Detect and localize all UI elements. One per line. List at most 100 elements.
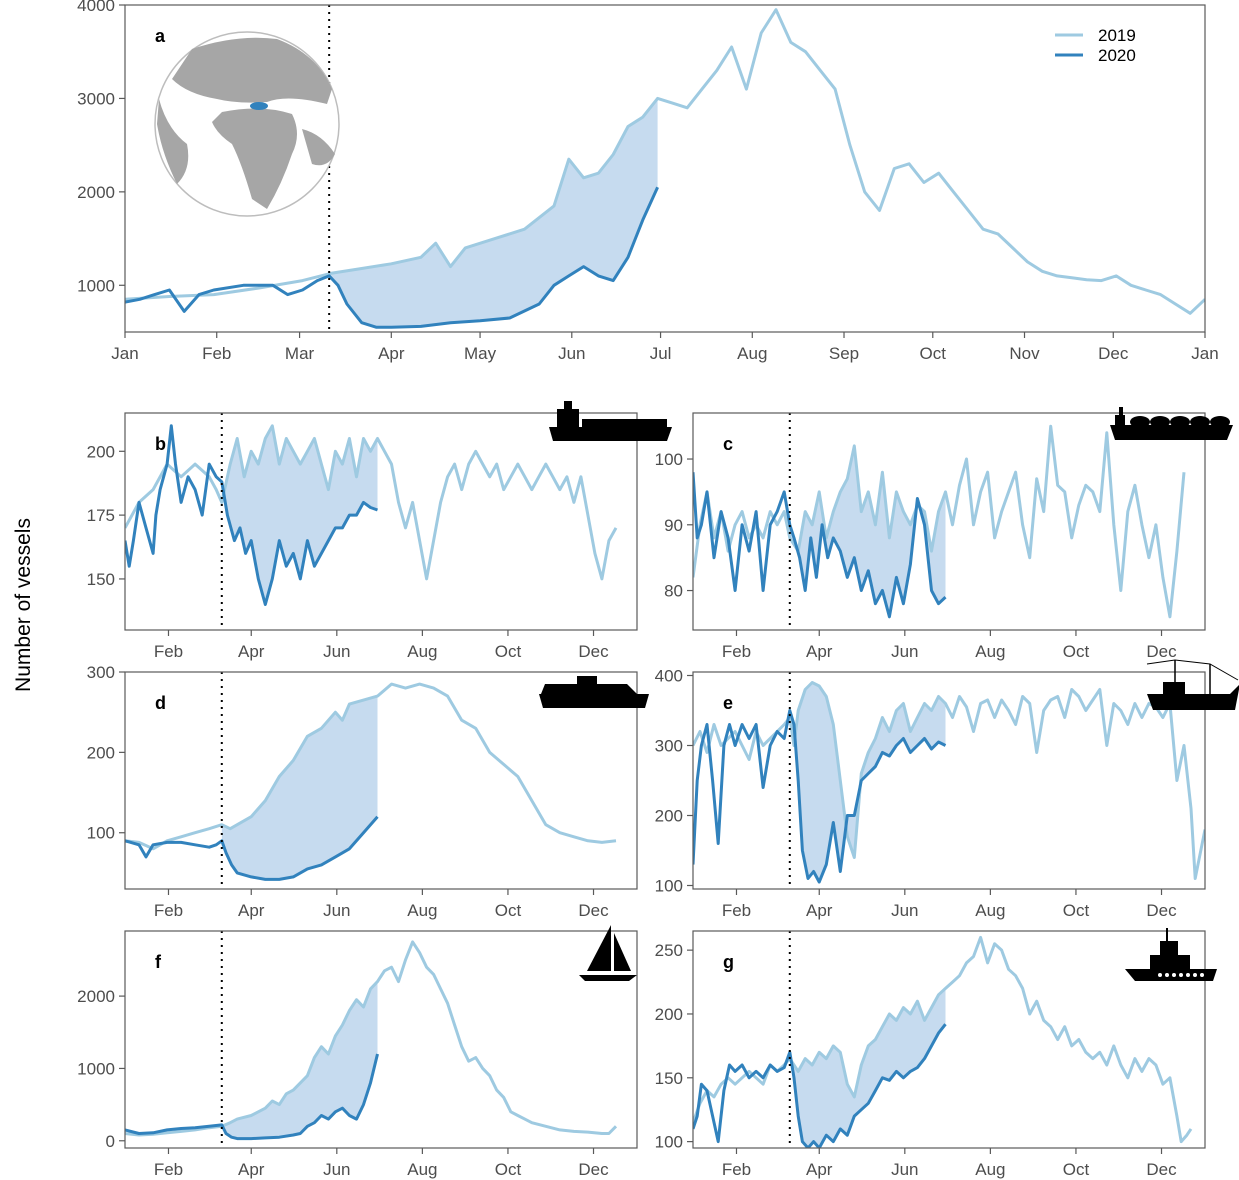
x-tick-label: Mar [285, 344, 315, 363]
x-tick-label: Jun [891, 642, 918, 661]
y-tick-label: 250 [655, 941, 683, 960]
difference-shading [789, 988, 946, 1148]
series-line-2020 [693, 709, 947, 884]
y-tick-label: 100 [87, 824, 115, 843]
x-tick-label: Apr [806, 1160, 833, 1179]
difference-shading [789, 445, 946, 617]
legend-label-2020: 2020 [1098, 46, 1136, 65]
series-line-2019 [125, 8, 1205, 315]
x-tick-label: Oct [1063, 1160, 1090, 1179]
tug-boat-icon [1125, 928, 1217, 981]
series-line-2020 [693, 472, 947, 619]
x-tick-label: Aug [407, 1160, 437, 1179]
x-tick-label: Jun [891, 1160, 918, 1179]
series-line-2019 [125, 424, 618, 581]
panel-label: b [155, 434, 166, 454]
x-tick-label: Feb [154, 901, 183, 920]
y-tick-label: 1000 [77, 276, 115, 295]
y-tick-label: 3000 [77, 89, 115, 108]
panel-label: a [155, 26, 166, 46]
panel-label: f [155, 952, 162, 972]
x-tick-label: Apr [806, 642, 833, 661]
series-line-2020 [125, 1053, 379, 1141]
panel-border [692, 412, 1206, 631]
y-tick-label: 200 [655, 807, 683, 826]
plot-area [125, 940, 618, 1141]
panels-group: Jan Feb Mar Apr May Jun Jul Aug Sep Oct Nov Dec Jan 1… [77, 0, 1239, 1179]
y-tick-label: 150 [655, 1069, 683, 1088]
x-tick-label: Aug [737, 344, 767, 363]
panel-b: Feb Apr Jun Aug Oct Dec 150 175 200 b [87, 401, 672, 661]
legend: 2019 2020 [1055, 26, 1136, 65]
x-tick-label: Oct [1063, 642, 1090, 661]
x-tick-label: Dec [1146, 1160, 1177, 1179]
series-line-2020 [125, 424, 379, 606]
panel-border [692, 671, 1206, 890]
x-tick-label: Dec [578, 642, 609, 661]
x-tick-label: Dec [1098, 344, 1129, 363]
difference-shading [221, 981, 378, 1139]
x-tick-label: Oct [920, 344, 947, 363]
panel-f: Feb Apr Jun Aug Oct Dec 0 1000 2000 f [77, 925, 638, 1179]
panel-border [692, 930, 1206, 1149]
x-tick-label: Jul [650, 344, 672, 363]
x-tick-label: Feb [154, 642, 183, 661]
x-tick-label: Oct [1063, 901, 1090, 920]
y-tick-label: 1000 [77, 1059, 115, 1078]
series-line-2019 [125, 940, 618, 1137]
panel-label: c [723, 434, 733, 454]
x-tick-label: Oct [495, 901, 522, 920]
difference-shading [789, 682, 946, 882]
panel-g: Feb Apr Jun Aug Oct Dec 100 150 200 250 g [655, 928, 1217, 1179]
x-tick-label: Apr [238, 642, 265, 661]
x-tick-label: Apr [238, 1160, 265, 1179]
x-tick-label: Dec [578, 1160, 609, 1179]
panel-border [124, 930, 638, 1149]
panel-d: Feb Apr Jun Aug Oct Dec 100 200 300 d [87, 663, 649, 920]
difference-shading [221, 696, 378, 880]
panel-border [124, 671, 638, 890]
plot-area [693, 681, 1205, 884]
y-tick-label: 4000 [77, 0, 115, 15]
x-tick-label: Oct [495, 642, 522, 661]
series-line-2019 [693, 424, 1186, 619]
panel-background [125, 413, 637, 630]
passenger-ship-icon [539, 676, 649, 708]
panel-label: d [155, 693, 166, 713]
y-tick-label: 0 [106, 1132, 115, 1151]
panel-background [693, 931, 1205, 1148]
x-tick-label: Feb [154, 1160, 183, 1179]
y-tick-label: 300 [87, 663, 115, 682]
y-tick-label: 175 [87, 506, 115, 525]
sailboat-icon [579, 925, 637, 981]
y-tick-label: 100 [655, 877, 683, 896]
y-tick-label: 200 [87, 442, 115, 461]
plot-area [693, 935, 1193, 1148]
y-tick-label: 90 [664, 516, 683, 535]
series-line-2020 [693, 1023, 947, 1148]
y-tick-label: 2000 [77, 987, 115, 1006]
x-tick-label: Oct [495, 1160, 522, 1179]
x-tick-label: Dec [1146, 901, 1177, 920]
x-tick-label: Dec [578, 901, 609, 920]
series-line-2019 [125, 682, 617, 851]
x-tick-label: Feb [202, 344, 231, 363]
x-tick-label: Jan [111, 344, 138, 363]
plot-area [125, 682, 617, 881]
x-tick-label: Feb [722, 901, 751, 920]
x-tick-label: Nov [1009, 344, 1040, 363]
x-tick-label: Aug [975, 901, 1005, 920]
plot-area [693, 424, 1186, 619]
x-tick-label: Jun [891, 901, 918, 920]
y-tick-label: 100 [655, 1133, 683, 1152]
y-tick-label: 200 [655, 1005, 683, 1024]
x-tick-label: Dec [1146, 642, 1177, 661]
y-tick-label: 80 [664, 582, 683, 601]
y-tick-label: 150 [87, 570, 115, 589]
x-tick-label: Aug [975, 642, 1005, 661]
y-tick-label: 400 [655, 667, 683, 686]
x-tick-label: Aug [407, 642, 437, 661]
x-tick-label: Sep [829, 344, 859, 363]
y-tick-label: 200 [87, 743, 115, 762]
x-tick-label: Aug [407, 901, 437, 920]
